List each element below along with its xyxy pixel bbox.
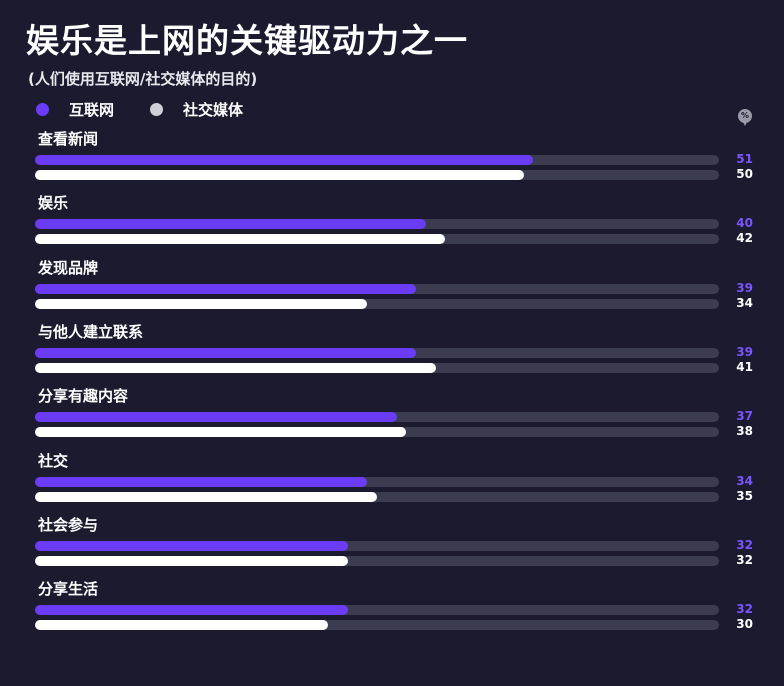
percent-unit-icon: % <box>738 109 752 126</box>
category-label: 与他人建立联系 <box>38 322 144 341</box>
bar-social <box>35 620 329 631</box>
legend-label-social: 社交媒体 <box>183 101 244 119</box>
value-label-social: 41 <box>736 359 753 374</box>
value-label-internet: 37 <box>736 409 753 424</box>
bar-internet <box>35 347 417 358</box>
value-label-social: 50 <box>736 167 753 181</box>
value-label-internet: 32 <box>736 537 753 552</box>
bar-social <box>35 234 446 245</box>
bar-internet <box>35 283 417 294</box>
chart-title: 娱乐是上网的关键驱动力之一 <box>26 21 468 60</box>
bar-internet <box>35 540 348 551</box>
bar-internet <box>35 476 368 487</box>
bar-social <box>35 491 377 502</box>
value-label-internet: 39 <box>736 344 753 359</box>
bar-internet <box>35 219 426 230</box>
bar-social <box>35 298 368 309</box>
category-label: 分享有趣内容 <box>38 387 129 406</box>
chart-subtitle: (人们使用互联网/社交媒体的目的) <box>28 70 258 88</box>
category-label: 查看新闻 <box>38 130 99 148</box>
bar-internet <box>35 155 534 165</box>
bar-internet <box>35 605 348 616</box>
legend-item-internet: 互联网 <box>36 99 114 120</box>
bar-social <box>35 427 407 438</box>
bar-track <box>35 605 719 616</box>
category-label: 社会参与 <box>38 515 99 534</box>
bar-track <box>35 491 719 502</box>
value-label-social: 32 <box>736 552 753 567</box>
bar-social <box>35 555 348 566</box>
legend-label-internet: 互联网 <box>69 101 115 119</box>
category-label: 发现品牌 <box>38 258 99 277</box>
legend: 互联网 社交媒体 <box>36 99 279 120</box>
value-label-internet: 39 <box>736 280 753 295</box>
bar-track <box>35 540 719 551</box>
value-label-social: 35 <box>736 488 753 503</box>
legend-dot-internet <box>36 103 49 116</box>
bar-track <box>35 476 719 487</box>
bar-social <box>35 362 436 373</box>
bar-track <box>35 620 719 631</box>
legend-item-social: 社交媒体 <box>150 99 243 120</box>
value-label-social: 34 <box>736 295 753 310</box>
bar-internet <box>35 412 397 423</box>
bar-track <box>35 298 719 309</box>
bar-track <box>35 555 719 566</box>
value-label-internet: 32 <box>736 602 753 617</box>
value-label-social: 30 <box>736 617 753 632</box>
category-label: 娱乐 <box>38 194 69 213</box>
value-label-internet: 51 <box>736 152 753 166</box>
value-label-internet: 40 <box>736 216 753 231</box>
bar-social <box>35 170 524 180</box>
category-label: 社交 <box>38 451 69 470</box>
value-label-social: 42 <box>736 231 753 246</box>
value-label-social: 38 <box>736 424 753 439</box>
legend-dot-social <box>150 103 164 116</box>
value-label-internet: 34 <box>736 473 753 488</box>
category-label: 分享生活 <box>38 580 99 599</box>
